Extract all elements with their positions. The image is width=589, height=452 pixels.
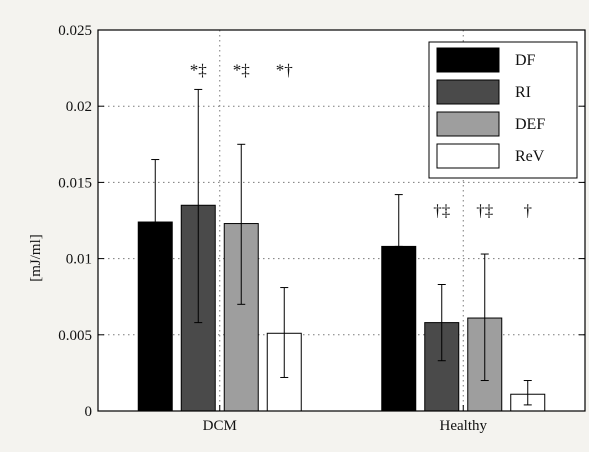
bars (137, 88, 546, 412)
legend-label: ReV (515, 148, 545, 165)
y-tick-label: 0.02 (66, 99, 92, 115)
legend-label: DF (515, 52, 536, 69)
y-tick-label: 0.005 (58, 328, 92, 344)
significance-marker: † (524, 201, 533, 220)
annotations: *‡ *‡ *† †‡ †‡ † (190, 61, 532, 220)
x-tick-label: DCM (203, 418, 237, 434)
legend-label: RI (515, 84, 531, 101)
legend-swatch (436, 47, 500, 73)
y-tick-label: 0.01 (66, 252, 92, 268)
significance-marker: *† (276, 61, 293, 80)
axes: 0 0.005 0.01 0.015 0.02 0.025 DCM Healthy (58, 23, 586, 434)
y-tick-label: 0 (85, 404, 93, 420)
y-tick-label: 0.025 (58, 23, 92, 39)
significance-marker: †‡ (433, 201, 450, 220)
y-axis-label: [mJ/ml] (28, 234, 44, 282)
significance-marker: †‡ (476, 201, 493, 220)
axes-frame (97, 29, 586, 412)
legend-label: DEF (515, 116, 545, 133)
legend: DF RI DEF ReV (428, 41, 578, 179)
significance-marker: *‡ (190, 61, 207, 80)
bar (381, 245, 417, 412)
bar (137, 221, 173, 412)
legend-swatch (436, 143, 500, 169)
legend-swatch (436, 79, 500, 105)
y-tick-label: 0.015 (58, 175, 92, 191)
x-tick-label: Healthy (440, 418, 488, 434)
significance-marker: *‡ (233, 61, 250, 80)
legend-swatch (436, 111, 500, 137)
